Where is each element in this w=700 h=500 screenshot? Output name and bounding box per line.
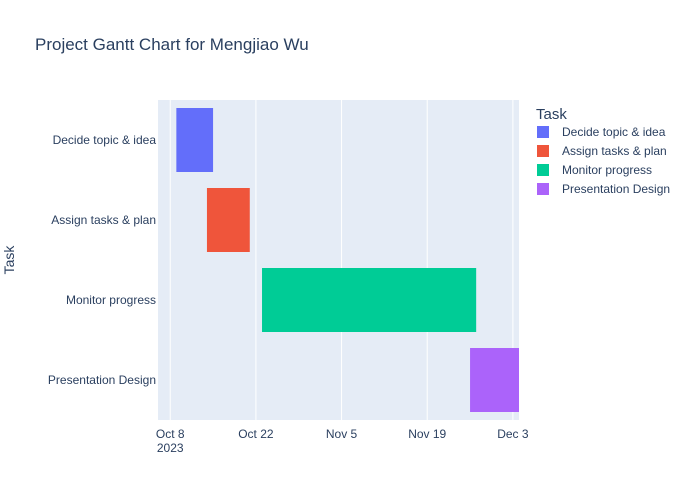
legend-items: Decide topic & idea Assign tasks & plan Mo… [537, 125, 670, 196]
task-bars [176, 108, 519, 412]
x-tick-label: Dec 3 [497, 427, 529, 441]
y-axis-tick-labels: Decide topic & idea Assign tasks & plan Mo… [48, 133, 156, 387]
legend-item-label[interactable]: Assign tasks & plan [562, 144, 667, 158]
y-tick-label: Monitor progress [66, 293, 156, 307]
y-tick-label: Assign tasks & plan [51, 213, 156, 227]
legend-item-label[interactable]: Monitor progress [562, 163, 652, 177]
legend-item-label[interactable]: Presentation Design [562, 182, 670, 196]
plot-area [158, 100, 519, 420]
legend-swatch [537, 145, 549, 157]
task-bar[interactable] [262, 268, 477, 332]
task-bar[interactable] [176, 108, 214, 172]
legend-swatch [537, 183, 549, 195]
y-tick-label: Decide topic & idea [53, 133, 157, 147]
x-tick-label: Nov 5 [326, 427, 358, 441]
task-bar[interactable] [206, 188, 250, 252]
x-tick-label: Nov 19 [408, 427, 446, 441]
y-axis-title: Task [1, 245, 17, 275]
y-tick-label: Presentation Design [48, 373, 156, 387]
legend-title: Task [536, 106, 567, 123]
x-gridlines [169, 100, 514, 420]
legend: Task Decide topic & idea Assign tasks & p… [536, 106, 670, 196]
x-tick-label: Oct 8 [156, 427, 185, 441]
task-bar[interactable] [470, 348, 519, 412]
legend-item-label[interactable]: Decide topic & idea [562, 125, 666, 139]
legend-swatch [537, 126, 549, 138]
x-tick-sublabel: 2023 [157, 441, 184, 455]
x-tick-label: Oct 22 [238, 427, 274, 441]
chart-title: Project Gantt Chart for Mengjiao Wu [35, 35, 309, 54]
legend-swatch [537, 164, 549, 176]
